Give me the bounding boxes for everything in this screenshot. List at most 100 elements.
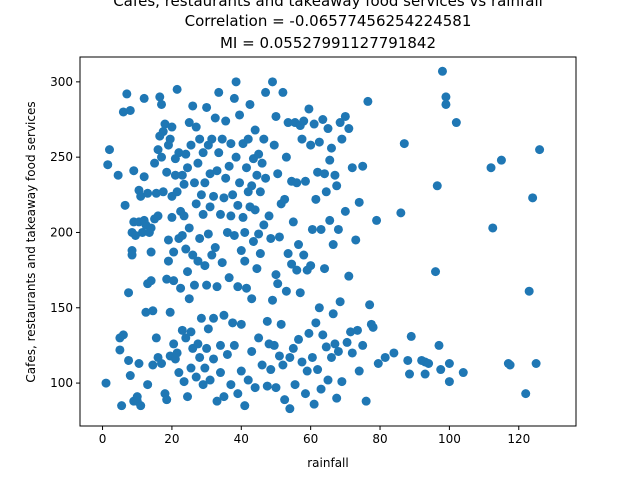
data-point bbox=[316, 384, 326, 394]
data-point bbox=[117, 401, 127, 411]
data-point bbox=[437, 66, 447, 76]
data-point bbox=[162, 274, 172, 284]
data-point bbox=[323, 375, 333, 385]
data-point bbox=[524, 286, 534, 296]
data-point bbox=[337, 134, 347, 144]
x-tick-label: 40 bbox=[234, 432, 249, 446]
data-point bbox=[191, 122, 201, 132]
data-point bbox=[294, 240, 304, 250]
data-point bbox=[306, 140, 316, 150]
data-point bbox=[257, 158, 267, 168]
data-point bbox=[195, 233, 205, 243]
data-point bbox=[486, 163, 496, 173]
data-point bbox=[255, 249, 265, 259]
data-point bbox=[163, 235, 173, 245]
data-point bbox=[215, 340, 225, 350]
data-point bbox=[268, 77, 277, 87]
data-point bbox=[131, 230, 140, 240]
data-point bbox=[261, 173, 271, 183]
data-point bbox=[320, 264, 330, 274]
data-point bbox=[262, 316, 272, 326]
data-point bbox=[202, 102, 212, 112]
data-point bbox=[271, 270, 281, 280]
data-point bbox=[181, 244, 191, 254]
data-point bbox=[129, 166, 139, 176]
data-point bbox=[221, 116, 231, 126]
data-point bbox=[396, 208, 406, 218]
data-point bbox=[344, 271, 354, 281]
data-point bbox=[247, 346, 257, 356]
data-point bbox=[169, 339, 179, 349]
data-point bbox=[278, 360, 288, 370]
data-point bbox=[238, 212, 248, 222]
data-point bbox=[148, 306, 158, 316]
data-point bbox=[436, 365, 446, 375]
data-point bbox=[521, 389, 531, 399]
data-point bbox=[458, 368, 468, 378]
data-point bbox=[347, 348, 357, 358]
data-point bbox=[104, 145, 114, 155]
data-point bbox=[314, 303, 324, 313]
data-point bbox=[153, 145, 163, 155]
data-point bbox=[151, 333, 161, 343]
data-point bbox=[311, 318, 321, 328]
data-point bbox=[273, 169, 283, 179]
data-point bbox=[287, 259, 297, 269]
data-point bbox=[134, 359, 144, 368]
data-point bbox=[222, 227, 232, 237]
data-point bbox=[207, 250, 217, 260]
data-point bbox=[316, 224, 326, 234]
data-point bbox=[224, 161, 234, 171]
data-point bbox=[380, 352, 390, 362]
data-point bbox=[228, 318, 238, 328]
data-point bbox=[306, 261, 316, 271]
data-point bbox=[221, 173, 231, 183]
data-point bbox=[146, 276, 156, 286]
data-point bbox=[236, 319, 246, 329]
x-axis-ticks: 0 20 40 60 80 100 120 bbox=[99, 426, 530, 446]
data-point bbox=[297, 357, 307, 367]
data-point bbox=[332, 393, 342, 403]
data-point bbox=[226, 139, 236, 149]
data-point bbox=[259, 220, 269, 230]
data-point bbox=[262, 381, 272, 391]
data-point bbox=[254, 149, 264, 159]
data-point bbox=[283, 249, 293, 259]
data-point bbox=[186, 363, 196, 373]
data-point bbox=[313, 365, 323, 375]
data-point bbox=[179, 211, 189, 221]
data-point bbox=[165, 307, 175, 317]
chart-title: Cafes, restaurants and takeaway food ser… bbox=[113, 0, 543, 10]
data-point bbox=[157, 152, 167, 162]
data-point bbox=[335, 297, 345, 307]
x-tick-label: 80 bbox=[372, 432, 387, 446]
data-point bbox=[115, 345, 125, 355]
y-tick-label: 100 bbox=[50, 376, 73, 390]
data-point bbox=[160, 119, 170, 129]
data-point bbox=[248, 237, 258, 246]
data-point bbox=[326, 143, 336, 153]
data-point bbox=[137, 227, 147, 237]
data-point bbox=[200, 363, 210, 373]
data-point bbox=[531, 359, 541, 368]
data-point bbox=[271, 383, 281, 393]
plot-area-frame bbox=[79, 56, 577, 427]
data-point bbox=[488, 223, 498, 233]
data-point bbox=[399, 139, 409, 149]
data-point bbox=[294, 334, 304, 344]
data-point bbox=[174, 148, 184, 158]
data-point bbox=[167, 212, 177, 222]
data-point bbox=[335, 118, 345, 128]
data-point bbox=[333, 224, 343, 234]
data-point bbox=[304, 328, 314, 338]
data-point bbox=[233, 200, 243, 210]
data-point bbox=[351, 235, 361, 245]
data-point bbox=[292, 178, 302, 188]
data-points bbox=[101, 66, 545, 414]
x-tick-label: 20 bbox=[164, 432, 179, 446]
data-point bbox=[505, 360, 515, 370]
data-point bbox=[280, 395, 290, 405]
y-axis-label: Cafes, restaurants and takeaway food ser… bbox=[24, 101, 38, 382]
data-point bbox=[191, 199, 201, 209]
